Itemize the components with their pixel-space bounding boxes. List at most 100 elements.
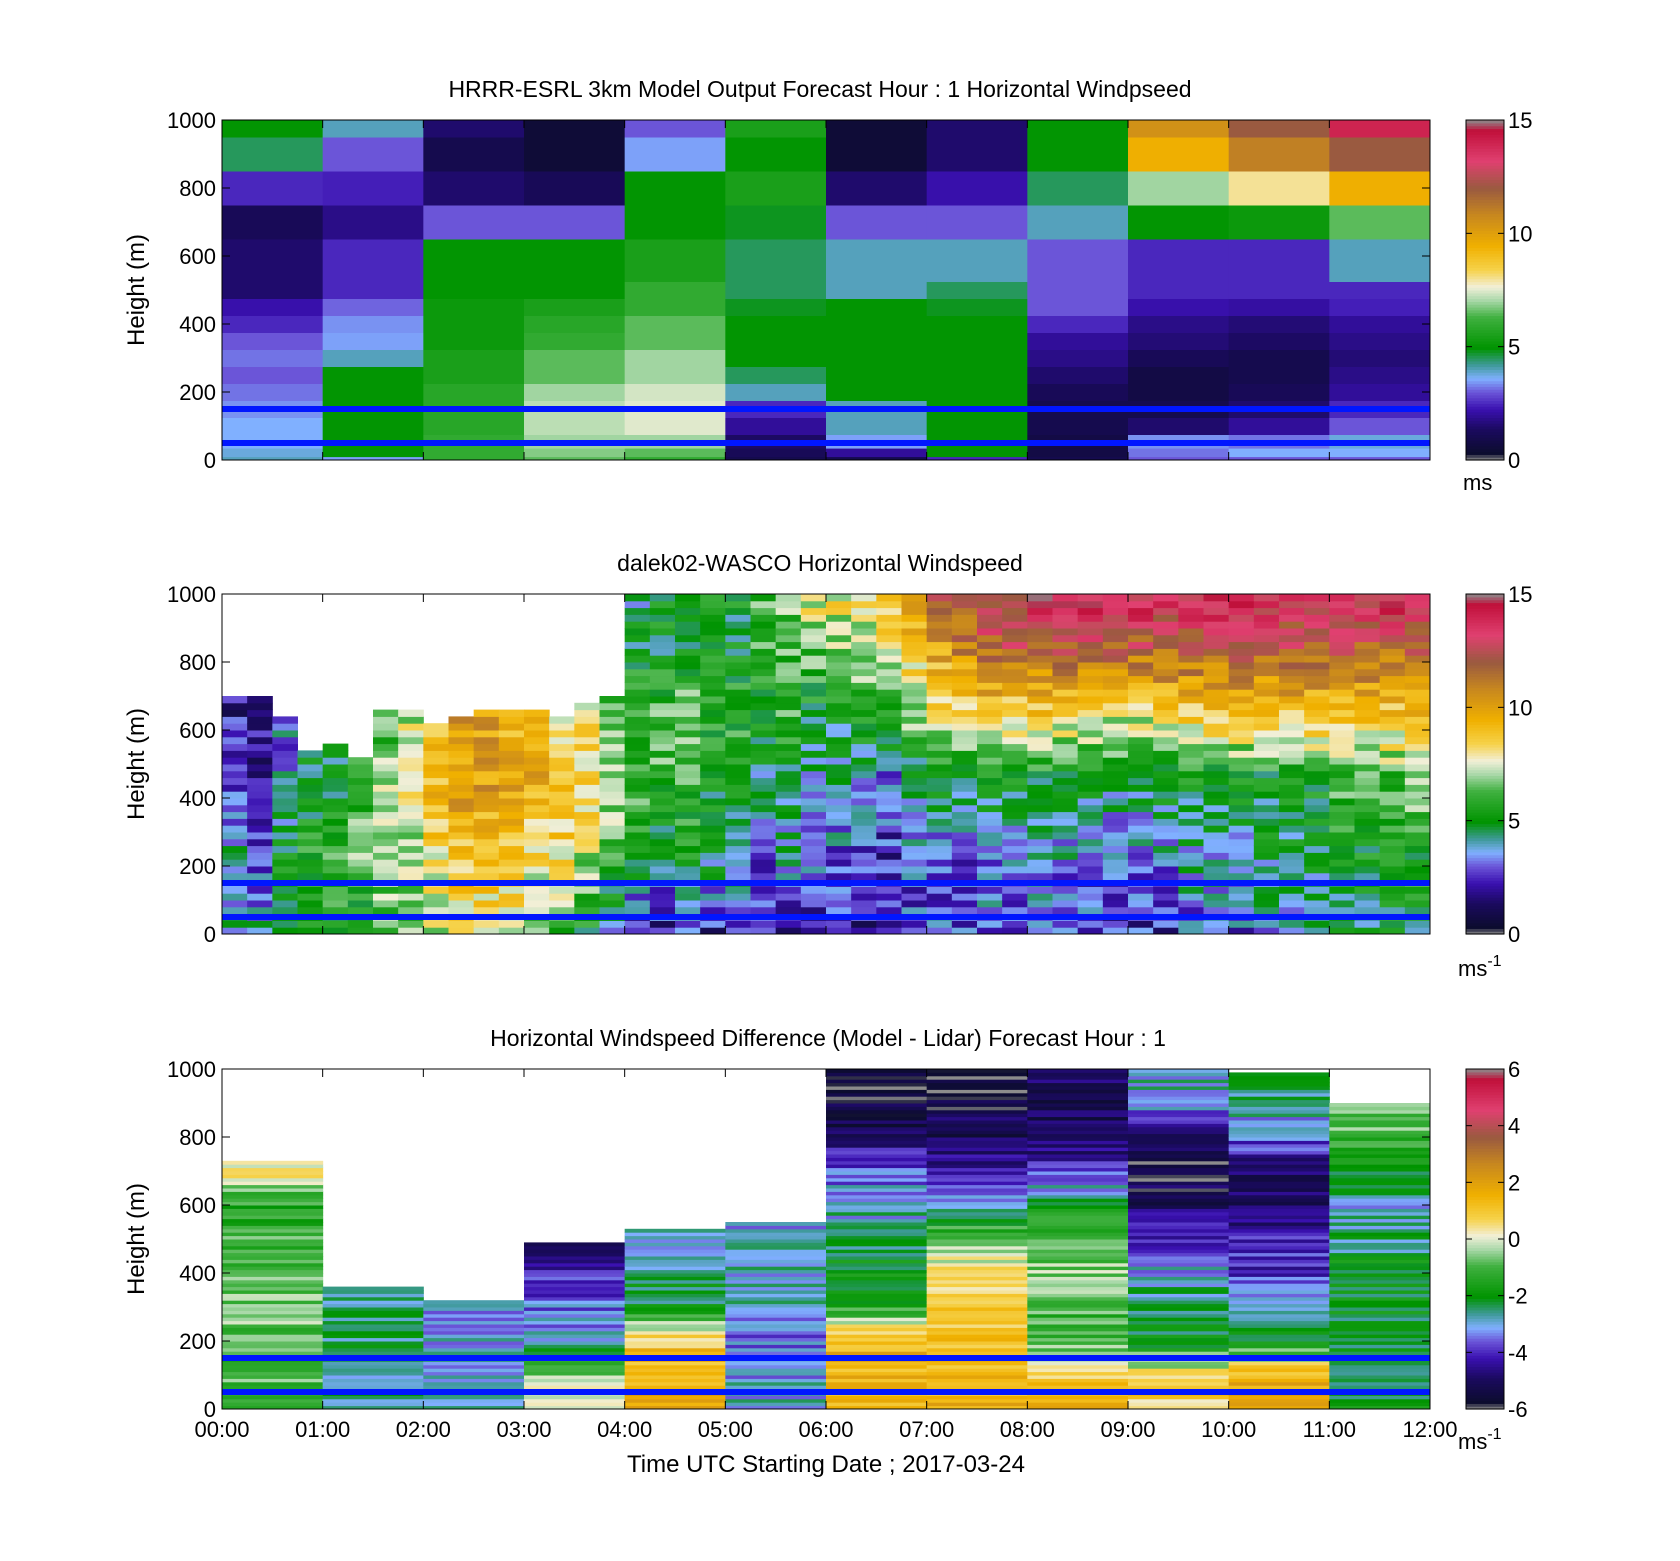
heatmap-cell	[826, 264, 928, 282]
colorbar-segment	[1466, 1321, 1504, 1325]
y-tick-label: 200	[179, 854, 216, 879]
heatmap-cell	[1178, 723, 1204, 731]
heatmap-cell	[977, 927, 1003, 935]
heatmap-cell	[549, 920, 575, 928]
heatmap-cell	[423, 886, 449, 894]
heatmap-cell	[926, 1143, 1028, 1148]
heatmap-cell	[423, 784, 449, 792]
heatmap-cell	[675, 662, 701, 670]
heatmap-cell	[247, 845, 273, 853]
heatmap-cell	[926, 607, 953, 615]
heatmap-cell	[876, 614, 902, 622]
heatmap-cell	[1128, 1405, 1230, 1410]
heatmap-cell	[347, 791, 374, 799]
heatmap-cell	[1178, 743, 1204, 751]
heatmap-cell	[1077, 621, 1104, 629]
heatmap-cell	[1002, 655, 1028, 663]
heatmap-cell	[1052, 886, 1079, 894]
heatmap-cell	[1002, 736, 1028, 745]
heatmap-cell	[1304, 804, 1330, 813]
heatmap-cell	[1329, 1300, 1431, 1305]
colorbar-segment	[1466, 250, 1504, 254]
heatmap-cell	[750, 770, 777, 779]
colorbar-segment	[1466, 732, 1504, 737]
heatmap-cell	[1228, 607, 1255, 615]
heatmap-cell	[473, 886, 500, 894]
heatmap-cell	[901, 906, 928, 915]
heatmap-cell	[398, 852, 424, 860]
heatmap-cell	[272, 798, 298, 806]
heatmap-cell	[574, 709, 600, 717]
heatmap-cell	[1329, 1385, 1431, 1390]
heatmap-cell	[1128, 668, 1154, 677]
heatmap-cell	[1203, 655, 1230, 663]
heatmap-cell	[1027, 171, 1129, 206]
colorbar-segment	[1466, 420, 1504, 424]
heatmap-cell	[1027, 1381, 1129, 1386]
heatmap-cell	[826, 716, 852, 724]
heatmap-cell	[1253, 757, 1280, 765]
heatmap-cell	[649, 777, 676, 785]
heatmap-cell	[599, 845, 626, 853]
heatmap-cell	[800, 791, 827, 799]
heatmap-cell	[1128, 1222, 1230, 1226]
heatmap-cell	[1102, 634, 1129, 643]
heatmap-cell	[700, 648, 726, 656]
heatmap-cell	[1178, 689, 1204, 697]
heatmap-cell	[1027, 1191, 1129, 1196]
heatmap-cell	[1379, 845, 1406, 853]
heatmap-cell	[1153, 825, 1179, 833]
heatmap-cell	[423, 1327, 525, 1332]
heatmap-cell	[222, 1381, 324, 1386]
heatmap-cell	[448, 872, 475, 881]
heatmap-cell	[1002, 859, 1028, 867]
heatmap-cell	[951, 832, 978, 840]
heatmap-cell	[1027, 1211, 1129, 1216]
colorbar-segment	[1466, 849, 1504, 853]
heatmap-cell	[926, 1099, 1028, 1104]
heatmap-cell	[876, 900, 902, 908]
heatmap-cell	[1228, 205, 1330, 240]
heatmap-cell	[876, 886, 902, 894]
heatmap-cell	[750, 832, 777, 840]
heatmap-cell	[524, 1381, 626, 1386]
colorbar-segment	[1466, 1352, 1504, 1356]
colorbar-segment	[1466, 341, 1504, 345]
heatmap-cell	[1228, 1381, 1330, 1386]
heatmap-cell	[624, 1337, 726, 1342]
heatmap-cell	[624, 1361, 726, 1366]
colorbar-segment	[1466, 349, 1504, 353]
heatmap-cell	[675, 648, 701, 656]
heatmap-cell	[1153, 668, 1179, 677]
heatmap-cell	[1102, 818, 1129, 826]
heatmap-cell	[574, 784, 600, 792]
heatmap-cell	[423, 832, 449, 840]
colorbar-segment	[1466, 139, 1504, 144]
heatmap-cell	[725, 1351, 827, 1356]
heatmap-cell	[222, 743, 248, 751]
heatmap-cell	[524, 900, 550, 908]
heatmap-cell	[1329, 1215, 1431, 1220]
heatmap-cell	[624, 1341, 726, 1345]
heatmap-cell	[1002, 702, 1028, 711]
heatmap-cell	[1178, 600, 1204, 609]
heatmap-cell	[725, 791, 751, 799]
heatmap-cell	[951, 757, 978, 765]
panel-difference-ylabel: Height (m)	[123, 1183, 150, 1295]
heatmap-cell	[826, 1313, 928, 1318]
heatmap-cell	[700, 655, 726, 663]
colorbar-segment	[1466, 273, 1504, 277]
heatmap-cell	[800, 750, 827, 758]
heatmap-cell	[1178, 696, 1204, 704]
heatmap-cell	[1329, 859, 1355, 867]
heatmap-cell	[926, 1269, 1028, 1274]
colorbar-segment	[1466, 1171, 1504, 1175]
heatmap-cell	[1052, 743, 1079, 751]
heatmap-cell	[926, 1218, 1028, 1223]
heatmap-cell	[272, 838, 298, 847]
heatmap-cell	[1253, 872, 1280, 881]
heatmap-cell	[1203, 866, 1230, 874]
heatmap-cell	[1128, 1184, 1230, 1189]
heatmap-cell	[926, 1381, 1028, 1386]
colorbar-segment	[1466, 326, 1504, 331]
